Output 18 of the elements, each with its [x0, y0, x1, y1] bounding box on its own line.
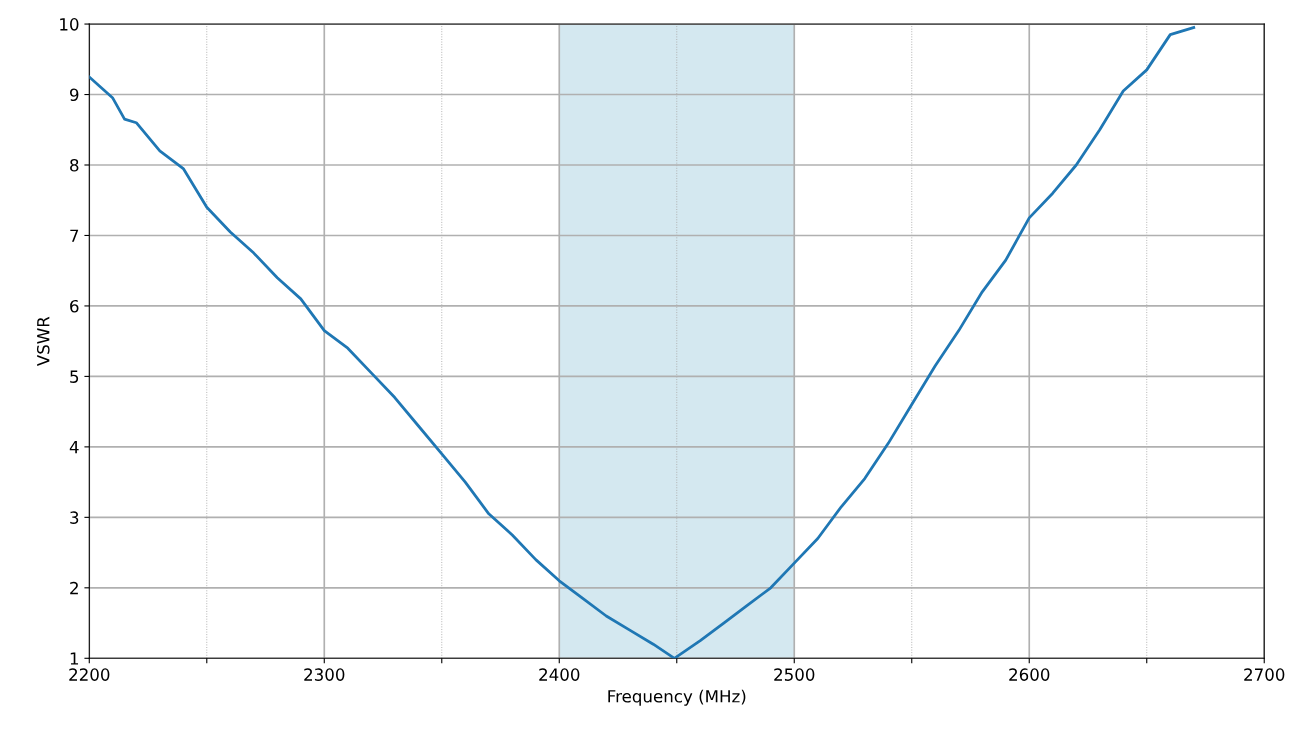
y-tick-label: 6 [70, 299, 79, 313]
y-tick-label: 4 [69, 441, 79, 454]
y-tick-label: 3 [70, 511, 79, 524]
x-tick-label: 2600 [1009, 668, 1050, 681]
x-tick-label: 2500 [774, 668, 815, 681]
x-tick-label: 2200 [69, 668, 110, 681]
y-tick-label: 8 [70, 158, 79, 172]
y-tick-label: 1 [70, 652, 79, 665]
y-tick-label: 7 [70, 229, 79, 242]
x-tick-label: 2700 [1244, 668, 1285, 681]
y-tick-label: 5 [70, 370, 79, 383]
y-tick-label: 10 [60, 18, 79, 31]
y-axis-title: VSWR [36, 316, 50, 367]
y-tick-label: 2 [70, 581, 78, 595]
x-axis-title: Frequency (MHz) [608, 689, 746, 706]
x-tick-label: 2300 [304, 668, 345, 681]
y-tick-label: 9 [70, 88, 79, 102]
x-tick-label: 2400 [539, 668, 580, 681]
